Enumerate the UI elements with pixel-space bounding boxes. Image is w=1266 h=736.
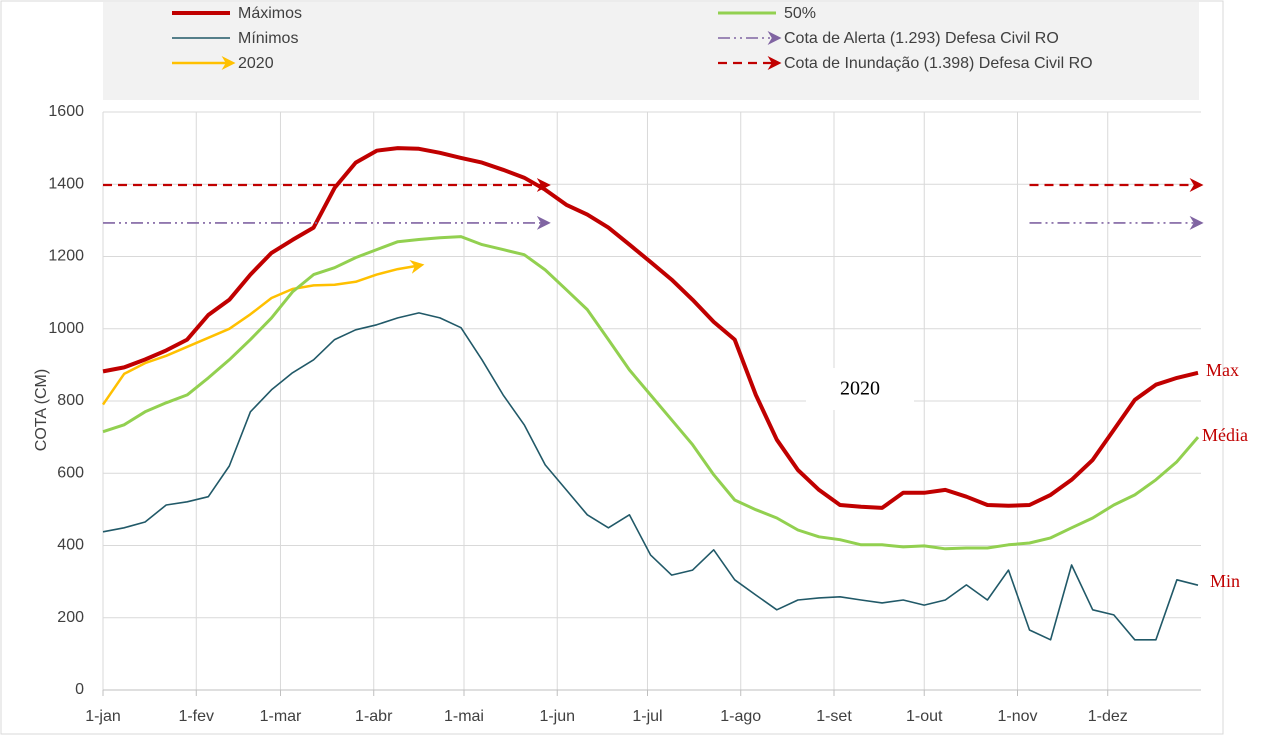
x-tick-label: 1-abr — [355, 708, 393, 725]
series-line — [102, 235, 1200, 551]
y-tick-label: 1600 — [48, 103, 84, 120]
x-tick-label: 1-fev — [178, 708, 214, 725]
x-tick-label: 1-mai — [444, 708, 484, 725]
x-tick-label: 1-out — [906, 708, 943, 725]
annotation: Min — [1210, 571, 1240, 591]
series-line — [102, 312, 1199, 641]
x-tick-label: 1-ago — [720, 708, 761, 725]
x-tick-label: 1-jul — [632, 708, 662, 725]
legend-label: Cota de Inundação (1.398) Defesa Civil R… — [784, 55, 1093, 72]
annotation: 2020 — [840, 378, 880, 400]
legend-label: Máximos — [238, 5, 302, 22]
legend-label: 2020 — [238, 55, 274, 72]
legend-label: 50% — [784, 5, 816, 22]
legend-label: Cota de Alerta (1.293) Defesa Civil RO — [784, 30, 1059, 47]
y-tick-label: 1000 — [48, 320, 84, 337]
y-tick-label: 1200 — [48, 248, 84, 265]
series-line — [101, 260, 425, 406]
annotation: Média — [1202, 425, 1248, 445]
legend-label: Mínimos — [238, 30, 298, 47]
series-line — [102, 146, 1199, 510]
y-tick-label: 800 — [57, 392, 84, 409]
x-tick-label: 1-mar — [260, 708, 302, 725]
annotation-box — [806, 368, 914, 410]
y-tick-label: 1400 — [48, 175, 84, 192]
y-tick-label: 0 — [75, 681, 84, 698]
x-tick-label: 1-jun — [539, 708, 575, 725]
y-axis-label: COTA (CM) — [33, 369, 50, 451]
x-tick-label: 1-dez — [1088, 708, 1128, 725]
y-tick-label: 200 — [57, 609, 84, 626]
x-tick-label: 1-jan — [85, 708, 121, 725]
y-tick-label: 400 — [57, 537, 84, 554]
chart-frame — [0, 0, 1224, 735]
annotation: Max — [1206, 360, 1239, 380]
x-tick-label: 1-set — [816, 708, 852, 725]
lines — [101, 146, 1204, 641]
legend-box — [103, 2, 1199, 100]
x-tick-label: 1-nov — [997, 708, 1037, 725]
y-tick-label: 600 — [57, 464, 84, 481]
